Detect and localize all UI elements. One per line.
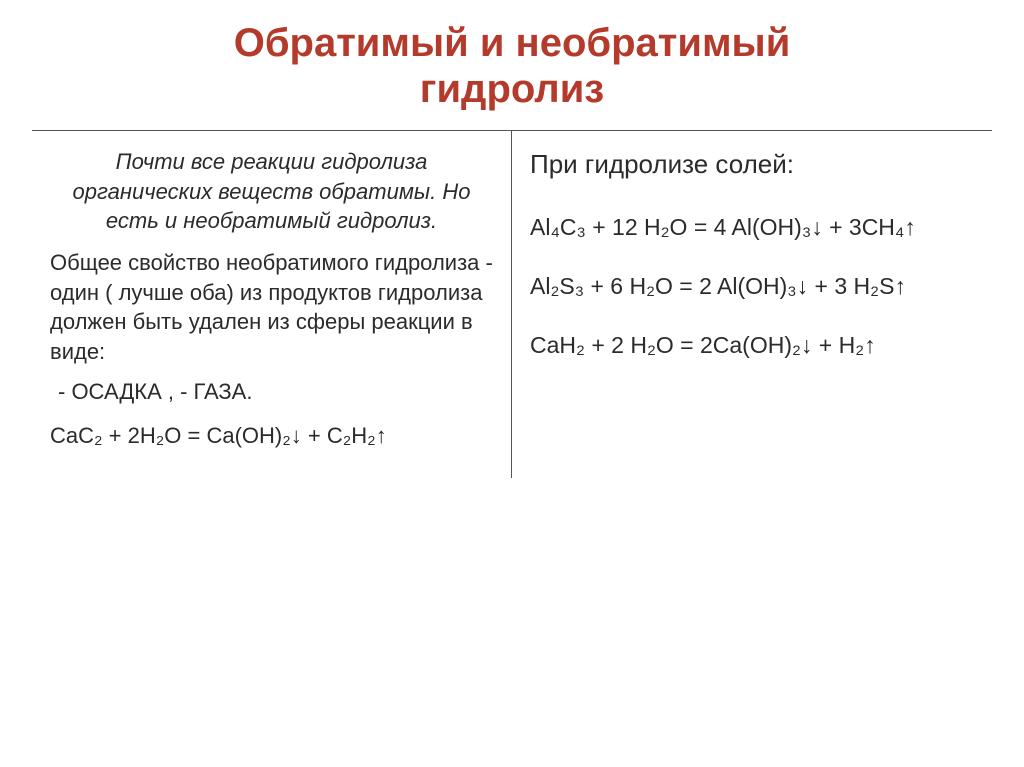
left-column: Почти все реакции гидролиза органических…: [32, 131, 512, 478]
equation-1: Al₄C₃ + 12 H₂O = 4 Al(OH)₃↓ + 3CH₄↑: [530, 212, 974, 243]
intro-paragraph: Почти все реакции гидролиза органических…: [50, 147, 493, 236]
title-line-2: гидролиз: [32, 66, 992, 112]
content-grid: Почти все реакции гидролиза органических…: [32, 130, 992, 478]
property-paragraph: Общее свойство необратимого гидролиза - …: [50, 248, 493, 367]
title-line-1: Обратимый и необратимый: [32, 20, 992, 66]
equation-3: CaH₂ + 2 H₂O = 2Ca(OH)₂↓ + H₂↑: [530, 330, 974, 361]
right-heading: При гидролизе солей:: [530, 147, 974, 182]
slide-title: Обратимый и необратимый гидролиз: [32, 20, 992, 112]
equation-2: Al₂S₃ + 6 H₂O = 2 Al(OH)₃↓ + 3 H₂S↑: [530, 271, 974, 302]
bullet-line: - ОСАДКА , - ГАЗА.: [50, 377, 493, 407]
left-equation: CaC₂ + 2H₂O = Ca(OH)₂↓ + C₂H₂↑: [50, 421, 493, 451]
right-column: При гидролизе солей: Al₄C₃ + 12 H₂O = 4 …: [512, 131, 992, 478]
